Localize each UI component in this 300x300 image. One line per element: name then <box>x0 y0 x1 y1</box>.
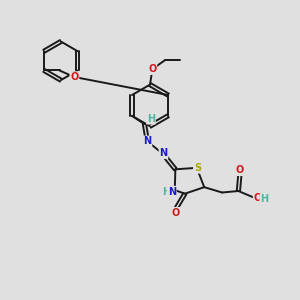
Text: O: O <box>254 193 262 203</box>
Text: O: O <box>70 72 79 82</box>
Text: O: O <box>171 208 179 218</box>
Text: H: H <box>147 114 155 124</box>
Text: H: H <box>260 194 268 204</box>
Text: N: N <box>168 187 176 196</box>
Text: N: N <box>159 148 167 158</box>
Text: N: N <box>143 136 152 146</box>
Text: H: H <box>162 187 170 196</box>
Text: O: O <box>148 64 157 74</box>
Text: S: S <box>194 163 201 173</box>
Text: O: O <box>236 165 244 175</box>
